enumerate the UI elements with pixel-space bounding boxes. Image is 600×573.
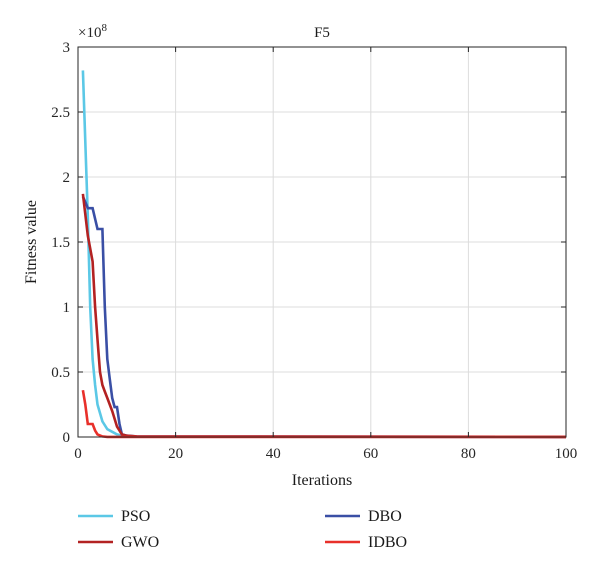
legend-label-pso: PSO	[121, 508, 150, 525]
x-tick-label: 20	[168, 446, 183, 462]
series-line-dbo	[81, 195, 567, 439]
x-tick-label: 60	[363, 446, 378, 462]
x-axis-label: Iterations	[292, 472, 352, 489]
x-tick-label: 80	[461, 446, 476, 462]
y-tick-label: 1.5	[51, 235, 70, 251]
x-tick-label: 0	[74, 446, 82, 462]
grid-lines	[78, 47, 566, 437]
x-tick-label: 40	[266, 446, 281, 462]
legend-label-gwo: GWO	[121, 534, 159, 551]
legend: PSO DBO GWO IDBO	[78, 508, 407, 551]
y-tick-label: 3	[63, 40, 71, 56]
y-axis-label: Fitness value	[23, 200, 40, 284]
y-tick-label: 2	[63, 170, 71, 186]
series-line-pso	[81, 70, 567, 439]
axis-ticks: 0 20 40 60 80 100 0 0.5 1 1.5 2 2.5 3	[51, 40, 577, 462]
chart-title: F5	[314, 25, 330, 41]
series-line-gwo	[81, 193, 567, 439]
y-tick-label: 1	[63, 300, 71, 316]
y-tick-label: 0.5	[51, 365, 70, 381]
series-lines	[81, 70, 567, 439]
y-axis-multiplier-exponent: 8	[101, 22, 107, 34]
y-tick-label: 2.5	[51, 105, 70, 121]
y-tick-label: 0	[63, 430, 71, 446]
legend-label-dbo: DBO	[368, 508, 402, 525]
series-line-idbo	[81, 389, 566, 439]
x-tick-label: 100	[555, 446, 578, 462]
legend-label-idbo: IDBO	[368, 534, 407, 551]
y-axis-multiplier-base: ×10	[78, 25, 101, 41]
y-axis-multiplier: ×108	[78, 22, 107, 41]
